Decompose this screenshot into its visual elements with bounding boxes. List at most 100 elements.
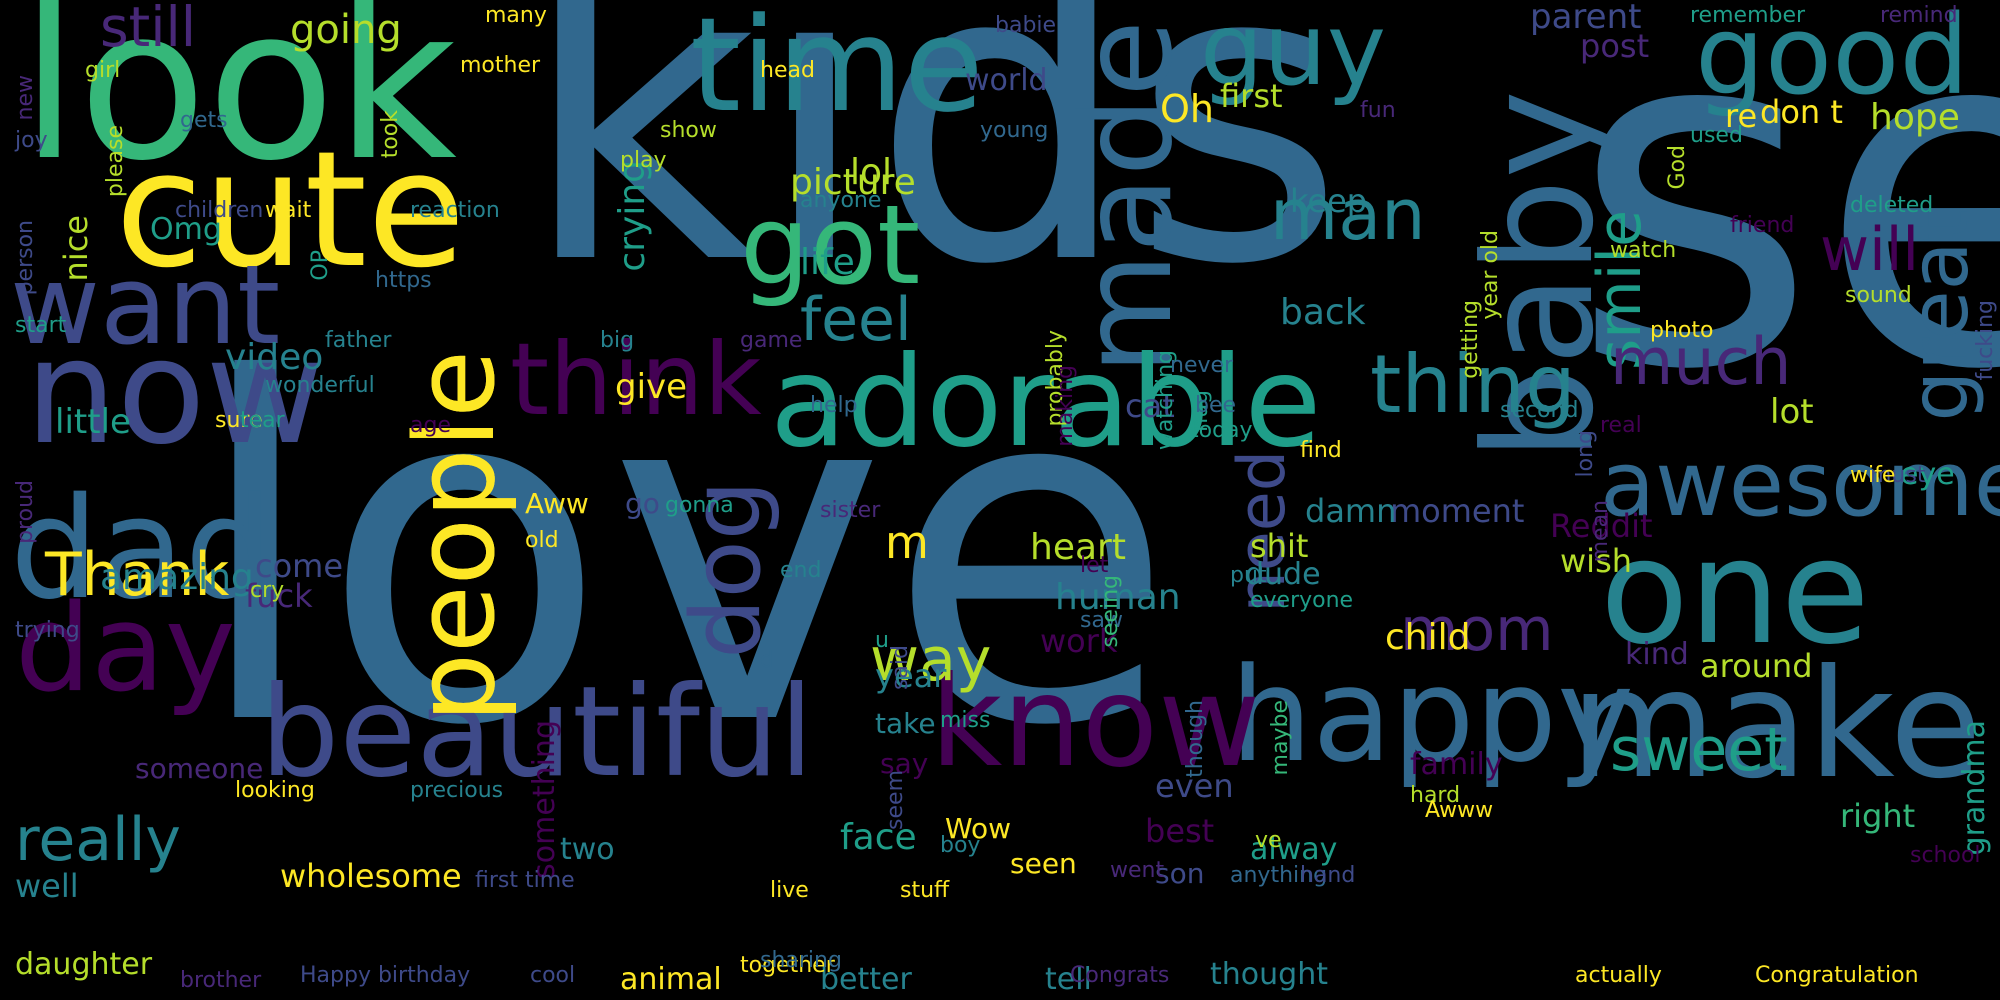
- word-making: making: [1053, 365, 1078, 447]
- word-cry: cry: [250, 578, 285, 603]
- word-lot: lot: [1770, 392, 1814, 432]
- word-cute: cute: [115, 116, 466, 303]
- word-heart: heart: [1030, 527, 1126, 568]
- word-d: d: [760, 648, 774, 673]
- word-wholesome: wholesome: [280, 857, 462, 895]
- word-reddit: Reddit: [1550, 507, 1653, 545]
- word-something: something: [527, 720, 562, 879]
- word-live: live: [770, 878, 809, 903]
- word-man: man: [1270, 174, 1426, 256]
- word-brother: brother: [180, 968, 262, 993]
- word-end: end: [780, 558, 822, 583]
- word-really: really: [15, 805, 181, 875]
- word-please: please: [103, 125, 128, 198]
- word-long: long: [1573, 430, 1598, 478]
- word-remember: remember: [1690, 3, 1806, 28]
- word-new: new: [13, 75, 38, 121]
- word-mother: mother: [460, 53, 541, 78]
- word-sharing: sharing: [760, 948, 842, 973]
- word-sweet: sweet: [1610, 715, 1788, 785]
- word-now: now: [25, 308, 325, 477]
- word-stuff: stuff: [900, 878, 950, 903]
- word-old: old: [525, 528, 559, 553]
- word-together: together: [740, 953, 835, 978]
- word-work: work: [1040, 622, 1118, 660]
- word-keep: keep: [1290, 182, 1368, 220]
- word-babie: babie: [995, 13, 1057, 38]
- word-back: back: [1280, 292, 1366, 333]
- word-kids: kids: [520, 0, 1346, 354]
- word-god: God: [1665, 145, 1690, 190]
- word-family: family: [1410, 747, 1503, 782]
- word-don-t: don t: [1760, 93, 1843, 131]
- word-adorable: adorable: [770, 330, 1322, 475]
- word-say: say: [880, 747, 929, 780]
- word-think: think: [510, 321, 762, 438]
- word-parent: parent: [1530, 0, 1642, 37]
- word-damn: damn: [1305, 492, 1397, 530]
- word-seen: seen: [1010, 847, 1077, 880]
- word-post: post: [1580, 27, 1650, 65]
- word-maybe: maybe: [1268, 700, 1293, 776]
- word-saw: saw: [1080, 608, 1123, 633]
- word-got: got: [740, 181, 921, 309]
- word-trying: trying: [15, 618, 80, 643]
- word-happy-birthday: Happy birthday: [300, 963, 471, 988]
- word-seem: seem: [883, 770, 908, 830]
- word-life: life: [800, 242, 855, 283]
- word-everyone: everyone: [1250, 588, 1354, 613]
- word-fucking: fucking: [1973, 300, 1998, 381]
- word-ve: ve: [1255, 828, 1282, 853]
- word-take: take: [875, 707, 936, 740]
- word-mean: mean: [1588, 500, 1613, 563]
- word-school: school: [1910, 843, 1981, 868]
- word-game: game: [740, 328, 803, 353]
- word-precious: precious: [410, 778, 504, 803]
- word-hard: hard: [1410, 783, 1461, 808]
- word-lol: lol: [850, 152, 893, 193]
- word-gets: gets: [180, 108, 228, 133]
- word-wow: Wow: [945, 812, 1012, 845]
- word-omg: Omg: [150, 212, 222, 247]
- word-hand: hand: [1300, 863, 1356, 888]
- word-wonderful: wonderful: [265, 373, 375, 398]
- word-thing: thing: [1370, 338, 1576, 431]
- word-fun: fun: [1360, 98, 1396, 123]
- word-going: going: [290, 7, 402, 53]
- word-right: right: [1840, 797, 1916, 835]
- word-animal: animal: [620, 962, 722, 997]
- word-looking: looking: [235, 778, 315, 803]
- word-though: though: [1183, 700, 1208, 778]
- word-kind: kind: [1625, 637, 1689, 672]
- word-two: two: [560, 832, 615, 867]
- word-eye: eye: [1900, 457, 1955, 492]
- word-wife: wife: [1850, 463, 1896, 488]
- word-op: OP: [308, 250, 333, 281]
- word-joy: joy: [15, 128, 48, 153]
- word-better: better: [820, 962, 912, 997]
- word-made: made: [1055, 20, 1200, 375]
- word-fuck: fuck: [245, 577, 313, 615]
- word-first: first: [1220, 77, 1283, 115]
- word-help: help: [810, 393, 858, 418]
- word-cat: cat: [1125, 387, 1175, 425]
- word-miss: miss: [940, 708, 991, 733]
- word-mom: mom: [1400, 595, 1554, 665]
- word-human: human: [1055, 577, 1181, 618]
- word-crying: crying: [612, 160, 653, 272]
- word-remind: remind: [1880, 3, 1958, 28]
- word-much: much: [1610, 325, 1792, 400]
- word-guy: guy: [1200, 0, 1387, 108]
- word-happy: happy: [1230, 639, 1635, 791]
- word-second: second: [1500, 398, 1579, 423]
- word-getting: getting: [1458, 300, 1483, 379]
- word-one: one: [1600, 508, 1870, 677]
- word-know: know: [930, 650, 1261, 795]
- word-young: young: [980, 118, 1049, 143]
- word-person: person: [13, 220, 38, 296]
- word-love: love: [190, 281, 1176, 828]
- word-oh: Oh: [1160, 87, 1214, 131]
- word-good: good: [1695, 0, 1970, 119]
- word-wish: wish: [1560, 542, 1633, 580]
- word-around: around: [1700, 647, 1813, 685]
